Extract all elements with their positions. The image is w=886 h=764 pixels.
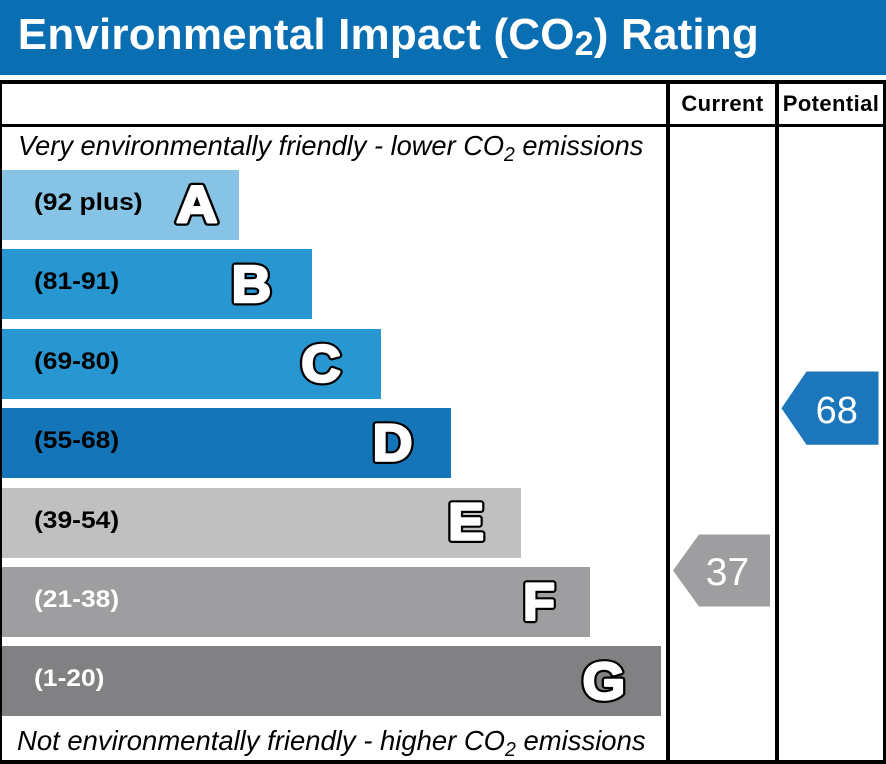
svg-text:68: 68 — [816, 390, 858, 432]
svg-text:C: C — [301, 335, 340, 393]
svg-text:F: F — [523, 574, 555, 632]
svg-text:E: E — [448, 493, 484, 551]
svg-text:B: B — [232, 256, 271, 314]
svg-text:F: F — [523, 574, 555, 632]
svg-text:C: C — [301, 335, 340, 393]
svg-text:D: D — [373, 414, 413, 472]
svg-text:A: A — [176, 175, 217, 233]
svg-text:B: B — [232, 256, 271, 314]
svg-text:E: E — [448, 493, 484, 551]
svg-text:37: 37 — [706, 551, 749, 594]
svg-text:D: D — [373, 414, 413, 472]
svg-text:G: G — [583, 653, 625, 711]
svg-text:A: A — [176, 175, 217, 233]
svg-text:G: G — [583, 653, 625, 711]
